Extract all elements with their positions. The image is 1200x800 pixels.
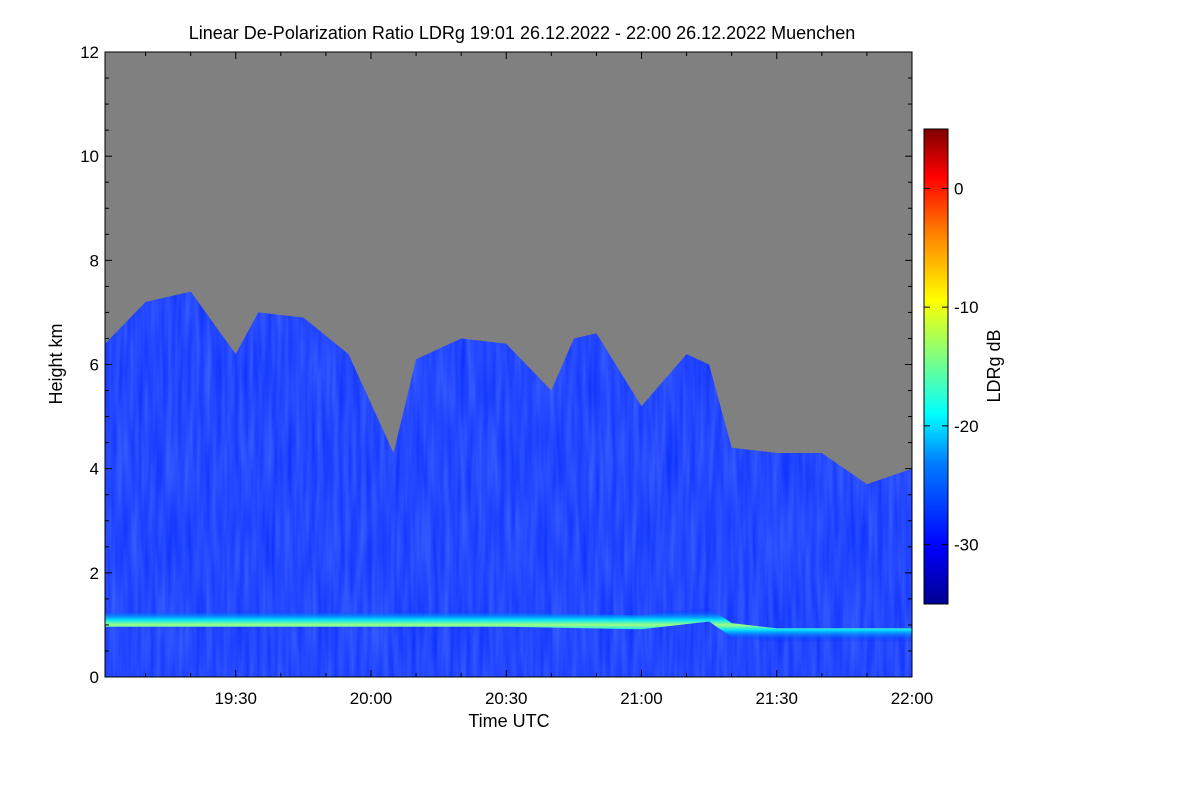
y-tick-label: 10 xyxy=(80,147,99,166)
x-tick-label: 21:00 xyxy=(620,689,663,708)
x-tick-label: 20:00 xyxy=(350,689,393,708)
x-tick-label: 22:00 xyxy=(891,689,934,708)
x-tick-label: 19:30 xyxy=(214,689,257,708)
y-tick-label: 6 xyxy=(90,356,99,375)
colorbar-tick-label: -20 xyxy=(954,417,979,436)
y-tick-label: 2 xyxy=(90,564,99,583)
colorbar-label: LDRg dB xyxy=(984,329,1004,402)
cloud-texture xyxy=(105,291,912,677)
colorbar: 0 -10 -20 -30 LDRg dB xyxy=(923,128,1004,605)
colorbar-tick-label: -30 xyxy=(954,536,979,555)
colorbar-scale xyxy=(923,128,949,605)
x-tick-label: 21:30 xyxy=(755,689,798,708)
x-axis-label: Time UTC xyxy=(468,711,549,731)
y-tick-label: 8 xyxy=(90,251,99,270)
y-axis-label: Height km xyxy=(46,323,66,404)
y-tick-label: 12 xyxy=(80,43,99,62)
y-tick-label: 0 xyxy=(90,668,99,687)
colorbar-tick-label: -10 xyxy=(954,298,979,317)
boundary-layer-band xyxy=(105,607,912,643)
y-tick-label: 4 xyxy=(90,460,99,479)
chart-title: Linear De-Polarization Ratio LDRg 19:01 … xyxy=(189,23,855,43)
plot-area xyxy=(105,52,912,677)
colorbar-tick-label: 0 xyxy=(954,179,963,198)
x-tick-label: 20:30 xyxy=(485,689,528,708)
